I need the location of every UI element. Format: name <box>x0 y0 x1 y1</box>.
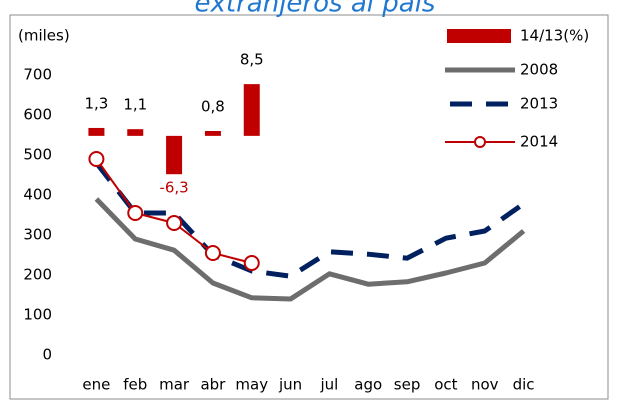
x-tick-label: ago <box>354 376 382 394</box>
line-2014 <box>95 158 252 264</box>
marker <box>88 151 105 167</box>
bar <box>243 84 260 136</box>
data-label: 1,1 <box>123 96 147 114</box>
marker <box>127 205 144 221</box>
chart-title: extranjeros al país <box>195 0 436 19</box>
y-tick-label: 200 <box>23 266 52 284</box>
y-tick-label: 500 <box>23 146 52 164</box>
data-label: 1,3 <box>84 94 108 112</box>
bar <box>204 131 221 136</box>
bar <box>88 127 105 136</box>
x-tick-label: nov <box>471 376 499 394</box>
data-label: 8,5 <box>240 51 264 69</box>
x-tick-label: oct <box>434 376 457 394</box>
legend-label: 2013 <box>520 95 558 113</box>
y-tick-label: 300 <box>23 226 52 244</box>
chart-border <box>9 14 609 400</box>
y-tick-label: 600 <box>23 106 52 124</box>
x-tick-label: sep <box>394 376 421 394</box>
marker <box>243 255 260 271</box>
legend-label: 14/13(%) <box>520 27 589 45</box>
x-tick-label: may <box>235 376 268 394</box>
y-axis-label: (miles) <box>18 27 70 45</box>
data-label: -6,3 <box>159 179 188 197</box>
x-tick-label: feb <box>123 376 147 394</box>
x-tick-label: jun <box>278 376 302 394</box>
line-2013 <box>94 161 526 279</box>
bar <box>166 135 183 175</box>
marker <box>204 245 221 261</box>
y-tick-label: 100 <box>23 306 52 324</box>
x-tick-label: dic <box>513 376 535 394</box>
legend-swatch <box>447 29 511 43</box>
legend-label: 2014 <box>520 133 558 151</box>
x-tick-label: abr <box>200 376 226 394</box>
line-2008 <box>94 197 526 302</box>
marker <box>166 215 183 231</box>
y-tick-label: 700 <box>23 66 52 84</box>
y-tick-label: 0 <box>42 346 52 364</box>
x-tick-label: mar <box>159 376 190 394</box>
legend-marker <box>474 136 486 148</box>
legend-label: 2008 <box>520 61 558 79</box>
data-label: 0,8 <box>201 98 225 116</box>
x-tick-label: jul <box>319 376 338 394</box>
y-tick-label: 400 <box>23 186 52 204</box>
bar <box>127 129 144 136</box>
x-tick-label: ene <box>82 376 110 394</box>
